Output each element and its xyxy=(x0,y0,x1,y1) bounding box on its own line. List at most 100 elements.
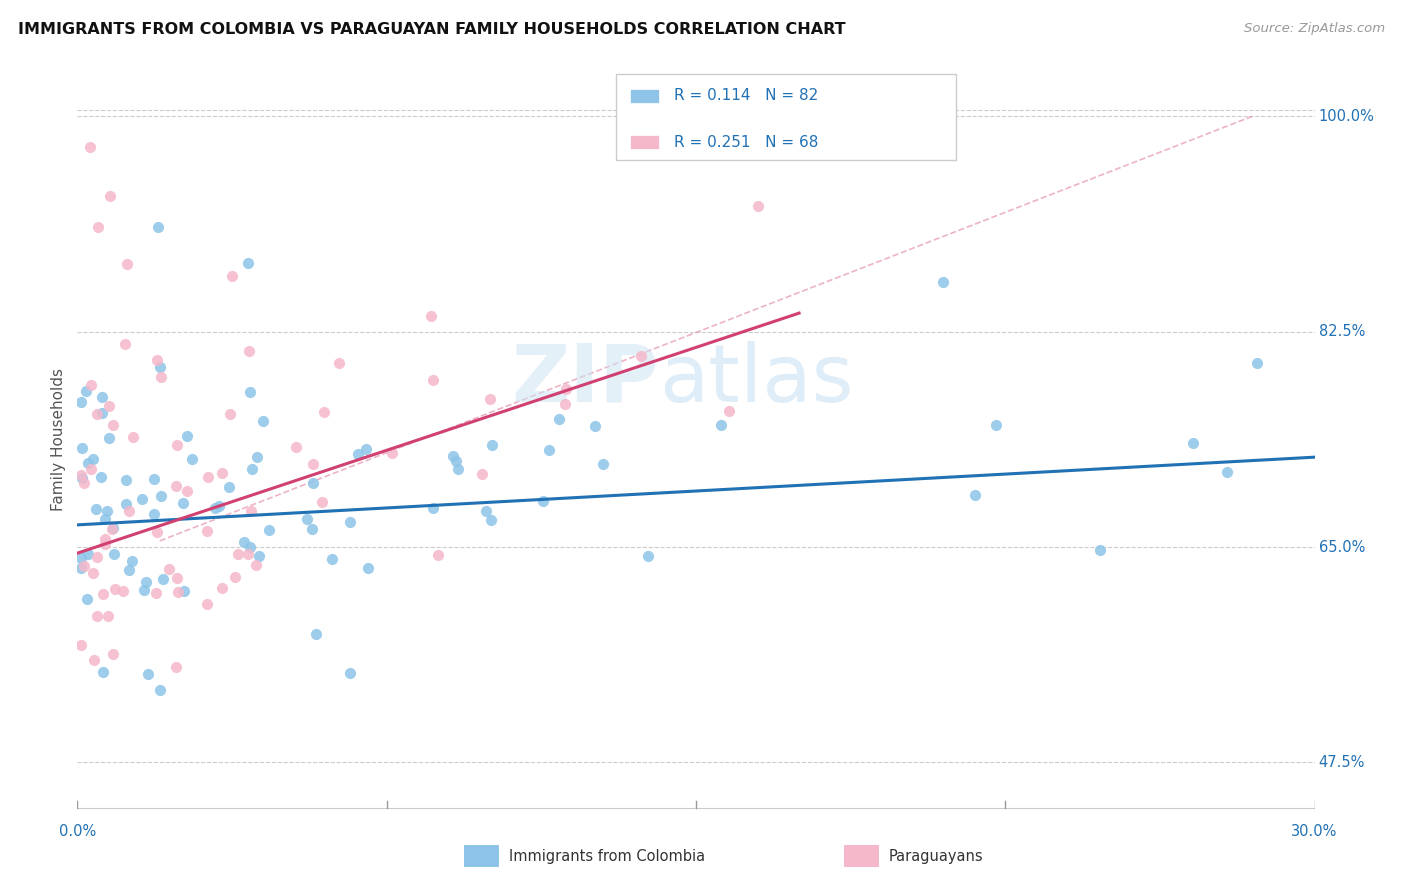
Point xyxy=(420,309,443,323)
Point xyxy=(70,638,93,652)
Point xyxy=(239,504,262,518)
Point xyxy=(70,550,93,565)
Point xyxy=(531,493,554,508)
Point xyxy=(165,660,187,674)
Point xyxy=(710,417,733,432)
Point xyxy=(718,404,741,418)
Point xyxy=(211,467,233,481)
Point xyxy=(172,496,194,510)
Point xyxy=(302,457,325,471)
Point xyxy=(1088,543,1111,558)
Point xyxy=(479,513,502,527)
Point xyxy=(239,385,262,400)
Text: 0.0%: 0.0% xyxy=(59,824,96,839)
Point xyxy=(111,583,134,598)
Text: atlas: atlas xyxy=(659,341,853,418)
Point xyxy=(75,384,97,399)
Point xyxy=(236,255,259,269)
Point xyxy=(115,497,138,511)
Point xyxy=(70,467,93,482)
Text: ZIP: ZIP xyxy=(512,341,659,418)
Point xyxy=(86,609,108,624)
Point xyxy=(555,382,578,396)
Point xyxy=(444,454,467,468)
Point xyxy=(145,586,167,600)
FancyBboxPatch shape xyxy=(616,74,956,160)
Point xyxy=(82,452,104,467)
Point xyxy=(592,457,614,471)
Point xyxy=(145,524,167,539)
Text: 47.5%: 47.5% xyxy=(1319,755,1365,770)
Point xyxy=(245,558,267,573)
Point xyxy=(285,440,308,454)
Y-axis label: Family Households: Family Households xyxy=(51,368,66,511)
Point xyxy=(90,470,112,484)
Point xyxy=(176,428,198,442)
Point xyxy=(135,575,157,590)
Point xyxy=(297,512,319,526)
Point xyxy=(101,522,124,536)
Point xyxy=(118,563,141,577)
Point xyxy=(305,627,328,641)
Point xyxy=(481,438,503,452)
Point xyxy=(101,647,124,661)
Point xyxy=(339,516,361,530)
Point xyxy=(86,407,108,421)
Point xyxy=(96,504,118,518)
Point xyxy=(637,549,659,563)
Point xyxy=(238,344,260,359)
Point xyxy=(204,500,226,515)
Point xyxy=(165,479,187,493)
Point xyxy=(70,395,93,409)
Point xyxy=(302,476,325,491)
Point xyxy=(357,561,380,575)
Point xyxy=(475,504,498,518)
FancyBboxPatch shape xyxy=(630,89,659,103)
Point xyxy=(347,447,370,461)
Text: Immigrants from Colombia: Immigrants from Colombia xyxy=(509,849,704,863)
Point xyxy=(146,219,169,234)
Point xyxy=(94,536,117,550)
Text: 65.0%: 65.0% xyxy=(1319,540,1365,555)
Point xyxy=(82,566,104,581)
Point xyxy=(181,452,204,467)
Text: Source: ZipAtlas.com: Source: ZipAtlas.com xyxy=(1244,22,1385,36)
Point xyxy=(427,548,450,562)
Point xyxy=(547,412,569,426)
Point xyxy=(381,446,404,460)
Point xyxy=(259,523,281,537)
Point xyxy=(70,471,93,485)
Point xyxy=(86,549,108,564)
Point xyxy=(630,350,652,364)
FancyBboxPatch shape xyxy=(630,136,659,149)
Point xyxy=(70,561,93,575)
Point xyxy=(422,372,444,386)
Point xyxy=(91,665,114,679)
Point xyxy=(1182,435,1205,450)
Point xyxy=(195,524,218,538)
Point xyxy=(132,582,155,597)
Point xyxy=(932,276,955,290)
Point xyxy=(252,414,274,428)
Point xyxy=(90,390,112,404)
Point xyxy=(115,257,138,271)
Point xyxy=(166,438,188,452)
Text: 30.0%: 30.0% xyxy=(1292,824,1337,839)
Point xyxy=(146,353,169,368)
Point xyxy=(211,581,233,595)
Point xyxy=(73,559,96,574)
Point xyxy=(1246,356,1268,370)
Point xyxy=(195,597,218,611)
Point xyxy=(97,609,120,624)
Point xyxy=(986,417,1008,432)
Point xyxy=(94,511,117,525)
Text: 100.0%: 100.0% xyxy=(1319,109,1375,124)
Point xyxy=(239,540,262,554)
Text: Paraguayans: Paraguayans xyxy=(889,849,983,863)
Point xyxy=(224,569,246,583)
Point xyxy=(76,592,98,607)
Point xyxy=(354,442,377,456)
Point xyxy=(97,431,120,445)
Point xyxy=(197,469,219,483)
Point xyxy=(447,462,470,476)
